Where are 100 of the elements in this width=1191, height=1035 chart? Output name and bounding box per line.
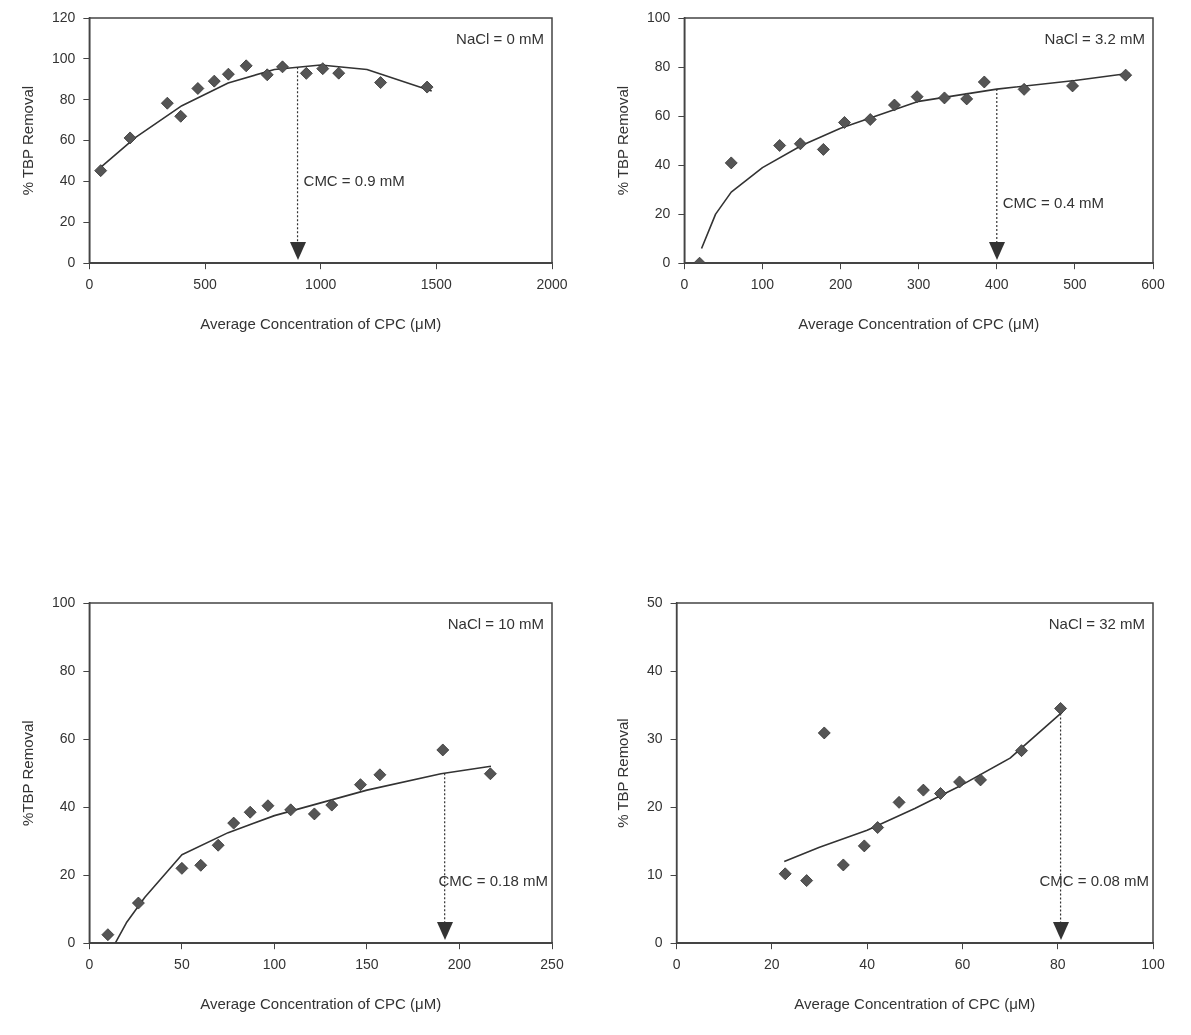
point xyxy=(892,795,906,809)
point xyxy=(307,807,321,821)
y-tick-label: 60 xyxy=(654,106,671,123)
point xyxy=(101,928,115,942)
annotation: NaCl = 3.2 mM xyxy=(1044,30,1145,48)
x-tick-label: 200 xyxy=(828,276,853,293)
point xyxy=(857,839,871,853)
x-tick-label: 500 xyxy=(1063,276,1087,293)
point xyxy=(916,783,930,797)
point xyxy=(276,60,289,74)
y-axis-title: % TBP Removal xyxy=(614,85,632,196)
x-tick-label: 40 xyxy=(859,956,876,973)
point xyxy=(778,867,792,881)
point xyxy=(123,131,137,145)
point xyxy=(817,726,831,740)
x-tick-label: 2000 xyxy=(536,276,568,293)
y-tick-label: 60 xyxy=(59,131,76,148)
x-tick-label: 150 xyxy=(355,956,379,973)
y-tick-label: 120 xyxy=(52,8,76,25)
annotation: CMC = 0.08 mM xyxy=(1039,872,1149,890)
y-tick-label: 0 xyxy=(654,934,663,951)
y-tick-label: 20 xyxy=(646,797,663,814)
x-tick-label: 600 xyxy=(1141,276,1165,293)
point xyxy=(420,80,434,94)
point xyxy=(221,67,235,81)
point xyxy=(260,68,274,82)
y-axis-title: % TBP Removal xyxy=(614,718,632,828)
x-tick-label: 400 xyxy=(985,276,1009,293)
point xyxy=(174,109,188,123)
x-axis-title: Average Concentration of CPC (μM) xyxy=(798,315,1040,333)
y-tick-label: 80 xyxy=(654,57,671,74)
y-tick-label: 80 xyxy=(59,661,76,678)
point xyxy=(299,66,313,80)
x-tick-label: 0 xyxy=(85,956,94,973)
x-tick-label: 250 xyxy=(540,956,564,973)
point xyxy=(243,805,257,819)
x-tick-label: 100 xyxy=(262,956,287,973)
y-tick-label: 0 xyxy=(67,254,76,271)
point xyxy=(960,92,974,106)
point xyxy=(239,59,253,73)
point xyxy=(1066,79,1079,93)
y-tick-label: 0 xyxy=(662,254,671,271)
y-axis-title: %TBP Removal xyxy=(19,720,37,826)
point xyxy=(938,91,951,105)
point xyxy=(483,767,497,781)
x-tick-label: 50 xyxy=(174,956,190,973)
y-tick-label: 50 xyxy=(646,593,663,610)
x-tick-label: 1000 xyxy=(305,276,337,293)
point xyxy=(332,66,346,80)
annotation: CMC = 0.4 mM xyxy=(1002,194,1105,212)
point xyxy=(1054,702,1067,715)
y-tick-label: 20 xyxy=(59,866,76,883)
point xyxy=(227,816,241,830)
x-tick-label: 20 xyxy=(764,956,780,973)
point xyxy=(1015,744,1028,758)
y-tick-label: 100 xyxy=(52,593,76,610)
point xyxy=(977,75,991,89)
x-axis-title: Average Concentration of CPC (μM) xyxy=(794,995,1036,1013)
y-tick-label: 30 xyxy=(646,729,663,746)
y-tick-label: 80 xyxy=(59,90,76,107)
annotation: CMC = 0.9 mM xyxy=(303,171,405,189)
point xyxy=(793,137,807,151)
annotation: NaCl = 10 mM xyxy=(447,615,544,633)
point xyxy=(910,90,924,104)
point xyxy=(888,98,901,112)
y-tick-label: 20 xyxy=(654,205,671,222)
y-axis-title: % TBP Removal xyxy=(19,85,37,196)
point xyxy=(436,743,450,757)
point xyxy=(132,896,145,910)
x-tick-label: 100 xyxy=(1141,956,1165,973)
point xyxy=(284,803,298,817)
point xyxy=(953,775,966,789)
x-axis-title: Average Concentration of CPC (μM) xyxy=(200,995,442,1013)
point xyxy=(160,96,174,110)
point xyxy=(207,74,221,88)
point xyxy=(1119,68,1133,82)
y-tick-label: 40 xyxy=(59,172,76,189)
point xyxy=(261,799,275,813)
point xyxy=(194,858,208,872)
x-tick-label: 80 xyxy=(1049,956,1066,973)
point xyxy=(211,838,225,852)
y-tick-label: 40 xyxy=(59,797,76,814)
x-tick-label: 0 xyxy=(85,276,94,293)
point xyxy=(974,773,987,787)
y-tick-label: 0 xyxy=(67,934,76,951)
y-tick-label: 40 xyxy=(646,661,663,678)
point xyxy=(94,164,108,178)
y-tick-label: 40 xyxy=(654,155,671,172)
point xyxy=(191,82,205,95)
point xyxy=(871,821,885,834)
x-tick-label: 200 xyxy=(447,956,472,973)
x-tick-label: 60 xyxy=(954,956,971,973)
y-tick-label: 10 xyxy=(646,866,663,883)
annotation: NaCl = 32 mM xyxy=(1048,615,1145,633)
y-tick-label: 20 xyxy=(59,213,76,230)
x-tick-label: 1500 xyxy=(420,276,453,293)
x-tick-label: 300 xyxy=(907,276,931,293)
annotation: CMC = 0.18 mM xyxy=(438,872,548,890)
point xyxy=(175,861,189,875)
point xyxy=(836,858,850,872)
